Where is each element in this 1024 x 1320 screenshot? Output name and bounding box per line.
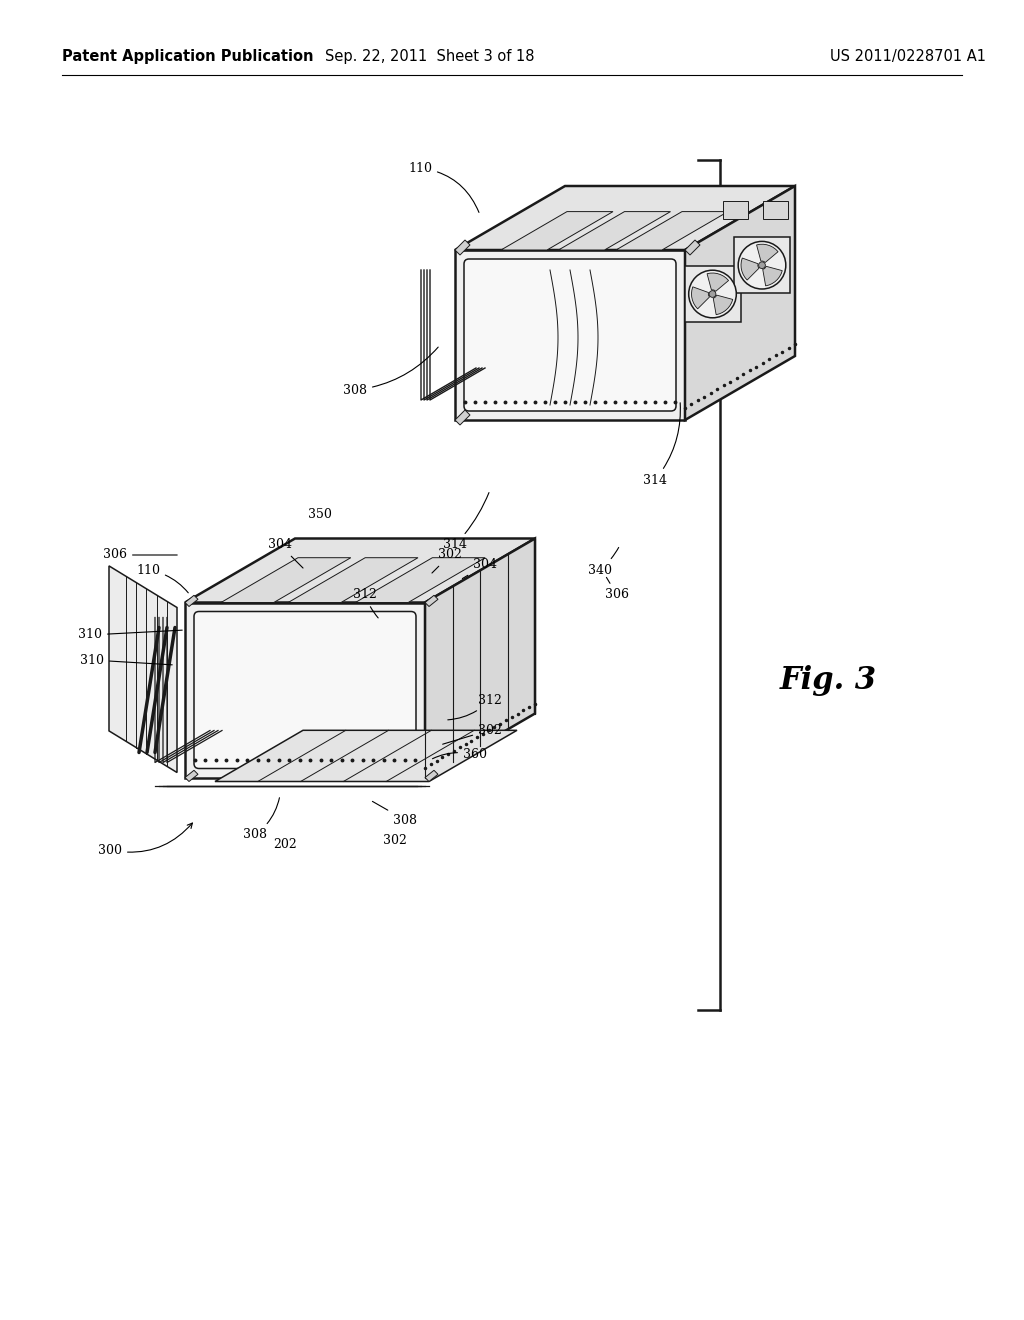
Text: 308: 308 (343, 347, 438, 396)
Circle shape (689, 271, 736, 318)
Polygon shape (763, 267, 782, 286)
Text: 308: 308 (243, 797, 280, 842)
Circle shape (738, 242, 785, 289)
Text: 306: 306 (103, 549, 177, 561)
Text: 110: 110 (136, 564, 188, 593)
Polygon shape (685, 186, 795, 420)
Polygon shape (185, 602, 425, 777)
Polygon shape (455, 240, 470, 255)
Polygon shape (501, 211, 613, 249)
FancyBboxPatch shape (194, 611, 416, 768)
Text: 310: 310 (80, 653, 172, 667)
Polygon shape (734, 238, 790, 293)
Polygon shape (684, 267, 740, 322)
Circle shape (759, 261, 765, 268)
Polygon shape (288, 557, 418, 602)
Text: 306: 306 (605, 577, 629, 602)
Text: Sep. 22, 2011  Sheet 3 of 18: Sep. 22, 2011 Sheet 3 of 18 (326, 49, 535, 65)
Polygon shape (763, 201, 787, 219)
Polygon shape (109, 566, 177, 772)
Text: 202: 202 (273, 838, 297, 851)
Polygon shape (685, 240, 700, 255)
Text: 302: 302 (432, 549, 462, 573)
Polygon shape (707, 273, 729, 292)
Polygon shape (425, 771, 438, 781)
Text: 310: 310 (78, 628, 182, 642)
Text: 340: 340 (588, 548, 618, 577)
Text: 308: 308 (373, 801, 417, 826)
Text: 304: 304 (463, 558, 497, 578)
Text: 360: 360 (432, 748, 487, 762)
Text: 350: 350 (308, 508, 332, 521)
FancyBboxPatch shape (464, 259, 676, 411)
Text: 302: 302 (383, 833, 407, 846)
Polygon shape (185, 539, 535, 602)
Polygon shape (215, 730, 517, 781)
Polygon shape (714, 296, 733, 314)
Text: 302: 302 (442, 723, 502, 744)
Text: 312: 312 (353, 589, 378, 618)
Text: US 2011/0228701 A1: US 2011/0228701 A1 (830, 49, 986, 65)
Polygon shape (185, 595, 198, 606)
Polygon shape (741, 257, 759, 280)
Polygon shape (723, 201, 748, 219)
Text: 304: 304 (268, 539, 303, 568)
Text: 312: 312 (447, 693, 502, 719)
Text: 314: 314 (643, 403, 680, 487)
Polygon shape (558, 211, 671, 249)
Text: Fig. 3: Fig. 3 (780, 664, 878, 696)
Text: Patent Application Publication: Patent Application Publication (62, 49, 313, 65)
Polygon shape (425, 539, 535, 777)
Polygon shape (616, 211, 728, 249)
Polygon shape (691, 286, 710, 309)
Polygon shape (757, 244, 778, 263)
Circle shape (710, 290, 716, 297)
Polygon shape (455, 411, 470, 425)
Polygon shape (221, 557, 351, 602)
Text: 300: 300 (98, 824, 193, 857)
Polygon shape (355, 557, 485, 602)
Polygon shape (455, 186, 795, 249)
Polygon shape (425, 595, 438, 606)
Polygon shape (185, 771, 198, 781)
Polygon shape (455, 249, 685, 420)
Text: 110: 110 (408, 161, 479, 213)
Text: 314: 314 (443, 492, 489, 552)
